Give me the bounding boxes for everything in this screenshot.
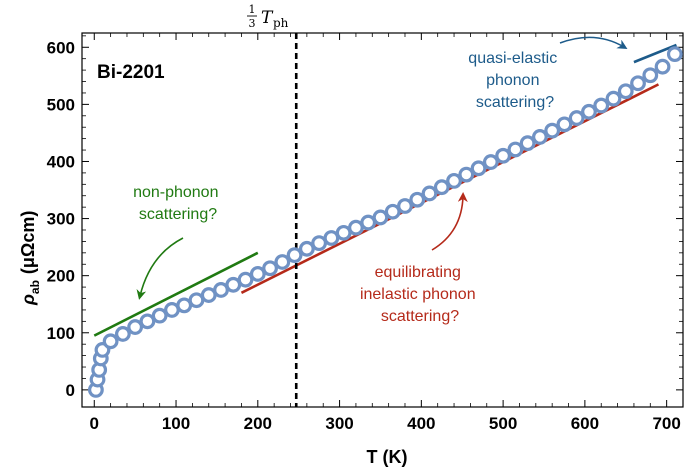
data-points — [88, 46, 683, 398]
data-point — [102, 333, 119, 350]
data-point — [470, 160, 487, 177]
axis-ticks — [82, 33, 684, 407]
frac-numerator: 1 — [249, 3, 256, 16]
data-point — [654, 58, 671, 75]
tick-labels: 0 100 200 300 400 500 600 700 0 100 200 300 400 500 60… — [47, 38, 681, 433]
quasi-elastic-arrow — [559, 36, 628, 50]
data-point — [458, 166, 475, 183]
fit-line-non-phonon — [93, 251, 259, 337]
data-point — [114, 326, 131, 342]
data-point — [286, 247, 303, 264]
data-point — [249, 266, 266, 282]
data-point — [274, 254, 291, 270]
data-point — [421, 185, 438, 202]
data-point — [139, 313, 156, 330]
data-point — [507, 141, 524, 158]
data-point — [605, 90, 622, 107]
annotation-non-phonon: non-phonon scattering? — [133, 184, 223, 223]
data-point — [409, 191, 426, 208]
x-tick-label: 300 — [325, 414, 353, 433]
data-point — [151, 307, 168, 324]
data-point — [519, 135, 536, 152]
y-tick-label: 100 — [47, 324, 75, 343]
data-point — [397, 198, 413, 214]
data-point — [298, 240, 315, 257]
annotation-inelastic: equilibrating inelastic phonon scatterin… — [360, 264, 480, 325]
x-tick-label: 400 — [407, 414, 435, 433]
data-point — [556, 116, 573, 133]
annotation-quasi-elastic: quasi-elastic phonon scattering? — [468, 50, 561, 111]
data-point — [532, 129, 548, 145]
t-ph-label: 1 3 T ph — [247, 3, 289, 30]
data-point — [482, 154, 499, 170]
x-tick-label: 600 — [571, 414, 599, 433]
data-point — [630, 75, 646, 92]
x-tick-label: 100 — [162, 414, 190, 433]
plot-frame — [81, 32, 684, 408]
sample-label: Bi-2201 — [97, 62, 165, 83]
data-point — [495, 147, 512, 164]
non-phonon-arrow — [136, 237, 184, 300]
data-point — [568, 110, 585, 126]
data-point — [446, 172, 462, 189]
data-point — [581, 103, 597, 120]
data-point — [544, 122, 561, 139]
t-symbol: T — [261, 8, 274, 28]
data-point — [642, 67, 659, 84]
t-subscript: ph — [273, 16, 289, 30]
data-point — [593, 97, 610, 114]
y-tick-label: 300 — [47, 210, 75, 229]
inelastic-arrow — [431, 192, 468, 251]
y-tick-label: 600 — [47, 38, 75, 57]
x-tick-label: 700 — [652, 414, 680, 433]
y-axis-label: ρab(μΩcm) — [18, 211, 42, 306]
data-point — [384, 203, 401, 220]
data-point — [127, 319, 144, 335]
x-axis-label: T (K) — [367, 447, 408, 467]
data-point — [666, 46, 683, 63]
data-point — [237, 271, 254, 288]
y-tick-label: 0 — [66, 381, 75, 400]
y-tick-label: 400 — [47, 152, 75, 171]
x-tick-label: 200 — [244, 414, 272, 433]
data-point — [372, 209, 389, 226]
frac-denominator: 3 — [249, 17, 256, 30]
x-tick-label: 500 — [489, 414, 517, 433]
fit-line-inelastic — [240, 83, 660, 294]
y-tick-label: 200 — [47, 267, 75, 286]
data-point — [433, 179, 450, 196]
x-tick-label: 0 — [90, 414, 99, 433]
data-point — [617, 83, 634, 100]
data-point — [262, 260, 278, 277]
y-tick-label: 500 — [47, 95, 75, 114]
fit-line-quasi-elastic — [633, 43, 677, 64]
